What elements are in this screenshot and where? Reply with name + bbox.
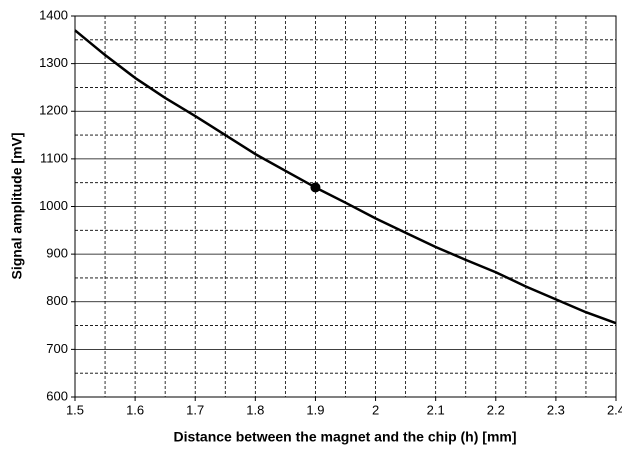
x-tick-label: 2.2: [487, 402, 505, 417]
x-tick-label: 1.8: [246, 402, 264, 417]
y-tick-label: 1000: [39, 198, 68, 213]
x-tick-label: 1.5: [66, 402, 84, 417]
x-tick-label: 2.4: [607, 402, 622, 417]
y-tick-label: 1200: [39, 103, 68, 118]
y-tick-label: 1300: [39, 55, 68, 70]
plot-border: [74, 15, 617, 398]
x-tick-label: 1.7: [186, 402, 204, 417]
highlight-point: [310, 182, 321, 193]
x-tick-label: 2: [372, 402, 379, 417]
x-tick-label: 1.9: [306, 402, 324, 417]
x-axis-title: Distance between the magnet and the chip…: [173, 429, 516, 445]
y-tick-label: 700: [46, 341, 68, 356]
y-tick-label: 1100: [40, 150, 68, 165]
x-tick-label: 2.1: [427, 402, 445, 417]
y-tick-label: 800: [46, 293, 68, 308]
data-line: [74, 29, 617, 325]
x-tick-label: 2.3: [547, 402, 565, 417]
y-tick-label: 600: [46, 388, 68, 403]
y-tick-label: 900: [46, 246, 68, 261]
y-axis-title: Signal amplitude [mV]: [9, 132, 25, 279]
y-tick-label: 1400: [39, 7, 68, 22]
x-tick-label: 1.6: [126, 402, 144, 417]
